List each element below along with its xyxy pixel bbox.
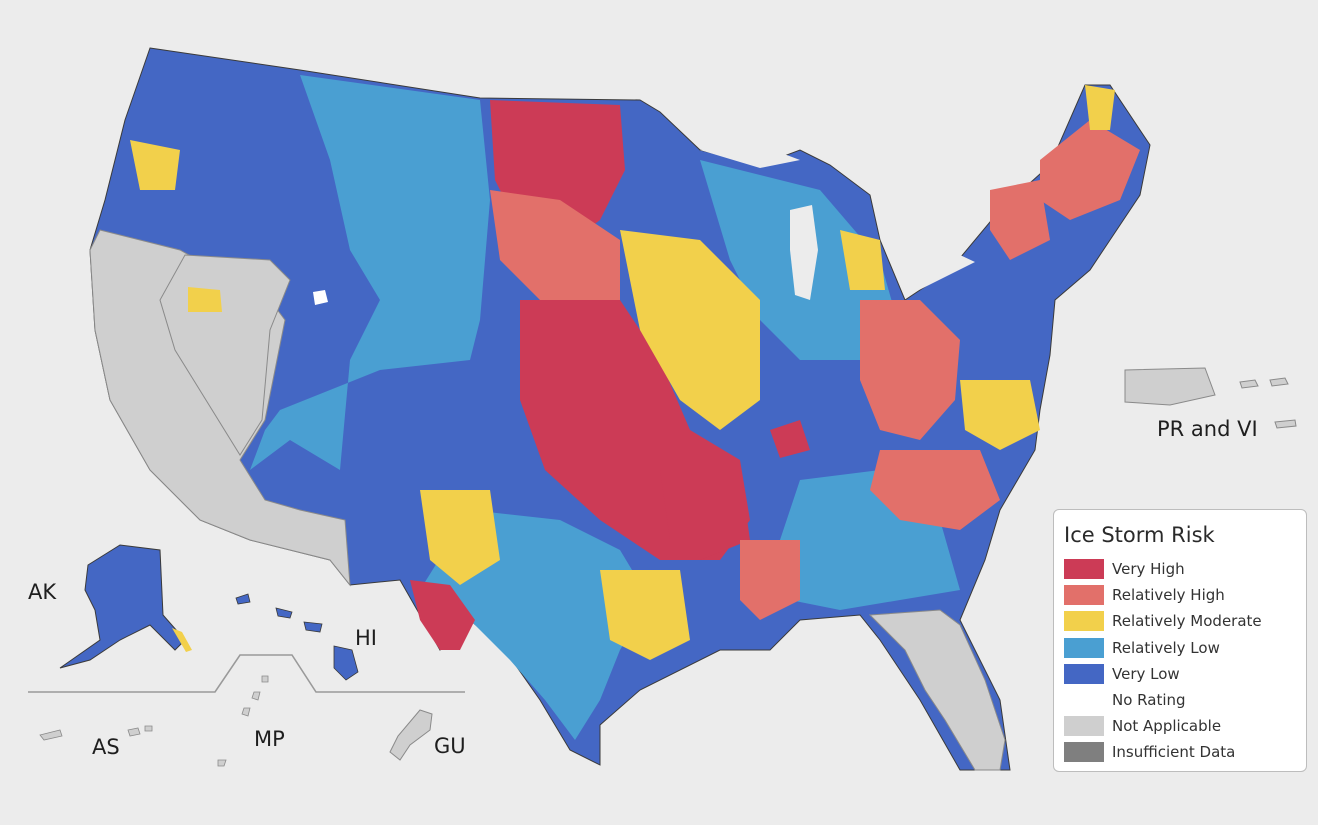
legend-item[interactable]: Very High	[1064, 556, 1306, 582]
very-high-tennessee[interactable]	[770, 420, 810, 458]
relatively-moderate-michigan[interactable]	[840, 230, 885, 290]
label-hi: HI	[355, 626, 377, 650]
great-salt-lake	[313, 290, 328, 305]
legend-item[interactable]: No Rating	[1064, 687, 1306, 713]
legend-list: Very High Relatively High Relatively Moder…	[1064, 556, 1306, 766]
legend-title: Ice Storm Risk	[1064, 523, 1215, 547]
relatively-high-louisiana[interactable]	[740, 540, 800, 620]
inset-divider	[28, 654, 465, 693]
legend-item[interactable]: Very Low	[1064, 661, 1306, 687]
very-high-ozarks[interactable]	[660, 470, 750, 560]
lake-michigan	[790, 205, 818, 300]
relatively-moderate-midwest[interactable]	[620, 230, 760, 430]
relatively-high-dakotas[interactable]	[490, 190, 620, 300]
relatively-high-new-england[interactable]	[1040, 120, 1140, 220]
relatively-low-mountain-west[interactable]	[250, 75, 490, 470]
relatively-moderate-east-texas[interactable]	[600, 570, 690, 660]
legend-swatch	[1064, 716, 1104, 737]
hawaii-islands[interactable]	[235, 593, 359, 681]
relatively-high-carolinas[interactable]	[870, 450, 1000, 530]
relatively-moderate-oregon[interactable]	[130, 140, 180, 190]
lake-superior	[700, 145, 800, 168]
relatively-high-appalachia[interactable]	[860, 300, 960, 440]
legend-label: Not Applicable	[1112, 717, 1222, 736]
relatively-high-upstate-ny[interactable]	[990, 180, 1050, 260]
relatively-moderate-texas-panhandle[interactable]	[420, 490, 500, 585]
legend-item[interactable]: Not Applicable	[1064, 713, 1306, 739]
legend-item[interactable]: Relatively Moderate	[1064, 608, 1306, 634]
alaska-landmass[interactable]	[59, 544, 186, 669]
legend-item[interactable]: Insufficient Data	[1064, 739, 1306, 765]
legend-label: Relatively Moderate	[1112, 612, 1262, 631]
legend-label: No Rating	[1112, 691, 1186, 710]
virgin-islands[interactable]	[1239, 377, 1297, 429]
legend-panel: Ice Storm Risk Very High Relatively High R…	[1053, 509, 1307, 772]
legend-swatch	[1064, 663, 1104, 684]
label-as: AS	[92, 735, 120, 759]
northern-mariana-islands[interactable]	[217, 675, 269, 767]
legend-swatch	[1064, 690, 1104, 711]
legend-item[interactable]: Relatively Low	[1064, 635, 1306, 661]
relatively-moderate-maine[interactable]	[1085, 85, 1115, 130]
legend-label: Relatively Low	[1112, 638, 1220, 657]
relatively-moderate-nevada-spot[interactable]	[188, 287, 222, 312]
legend-label: Very Low	[1112, 664, 1180, 683]
legend-swatch	[1064, 559, 1104, 580]
legend-swatch	[1064, 611, 1104, 632]
alaska-panhandle-moderate[interactable]	[172, 628, 192, 652]
label-gu: GU	[434, 734, 466, 758]
lake-erie	[900, 255, 975, 292]
puerto-rico[interactable]	[1124, 367, 1216, 406]
legend-swatch	[1064, 742, 1104, 763]
relatively-moderate-virginia[interactable]	[960, 380, 1040, 450]
guam[interactable]	[389, 709, 433, 761]
label-pr-vi: PR and VI	[1157, 417, 1258, 441]
very-high-west-texas[interactable]	[410, 580, 475, 650]
legend-swatch	[1064, 637, 1104, 658]
not-applicable-florida[interactable]	[868, 609, 1006, 771]
legend-swatch	[1064, 585, 1104, 606]
legend-label: Relatively High	[1112, 586, 1225, 605]
american-samoa[interactable]	[39, 725, 153, 741]
label-ak: AK	[28, 580, 57, 604]
legend-label: Insufficient Data	[1112, 743, 1236, 762]
legend-item[interactable]: Relatively High	[1064, 582, 1306, 608]
legend-label: Very High	[1112, 560, 1185, 579]
label-mp: MP	[254, 727, 285, 751]
